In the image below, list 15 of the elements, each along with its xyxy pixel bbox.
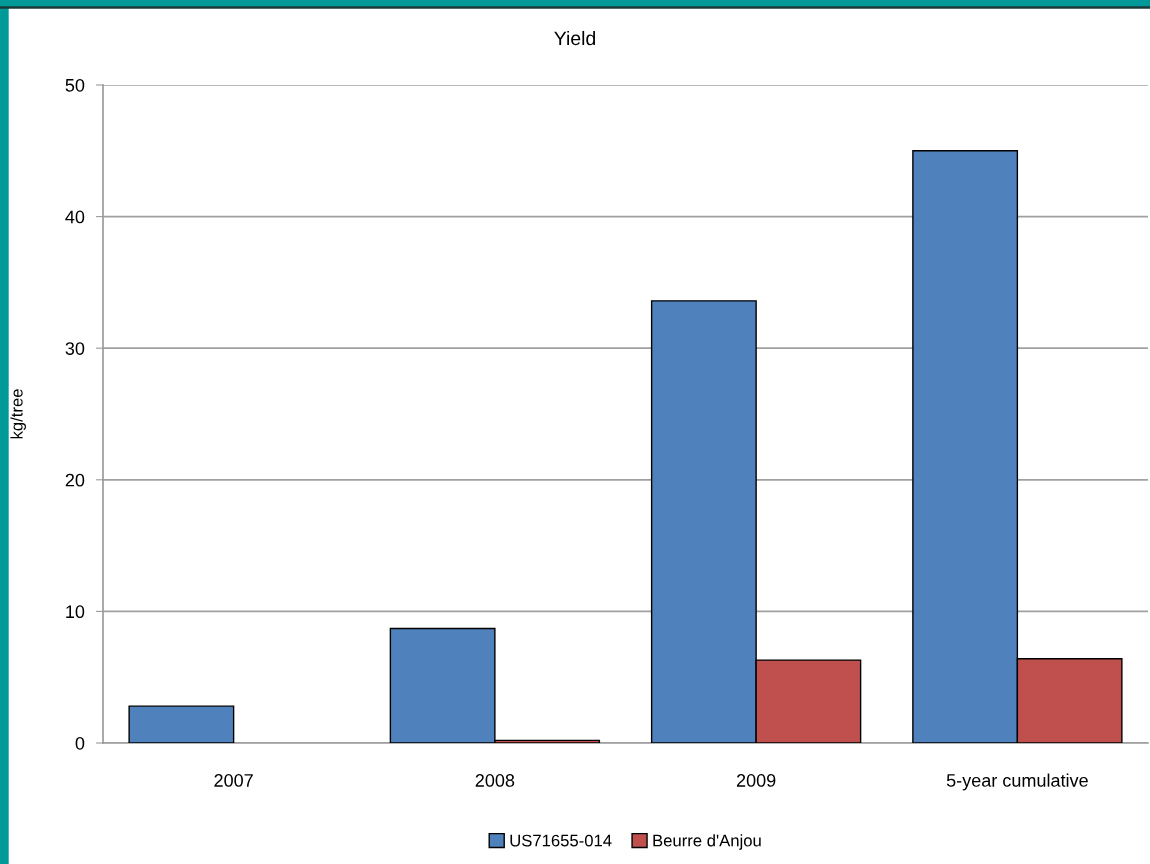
y-tick-label: 10 (66, 605, 85, 619)
x-tick-label: 2007 (214, 774, 253, 787)
bar (128, 705, 235, 743)
x-tick-label: 5-year cumulative (946, 773, 1088, 791)
legend-label: US71655-014 (510, 834, 612, 847)
legend-label: Beurre d'Anjou (653, 834, 761, 850)
y-tick-label: 40 (65, 210, 85, 224)
y-tick-label: 0 (75, 736, 85, 750)
y-axis-title: kg/tree (10, 389, 26, 439)
chart-title: Yield (554, 30, 595, 46)
x-tick-label: 2009 (736, 774, 776, 787)
y-tick-label: 20 (65, 473, 85, 487)
x-tick-label: 2008 (475, 774, 515, 787)
y-tick-label: 50 (65, 78, 85, 92)
y-tick-label: 30 (65, 342, 85, 355)
